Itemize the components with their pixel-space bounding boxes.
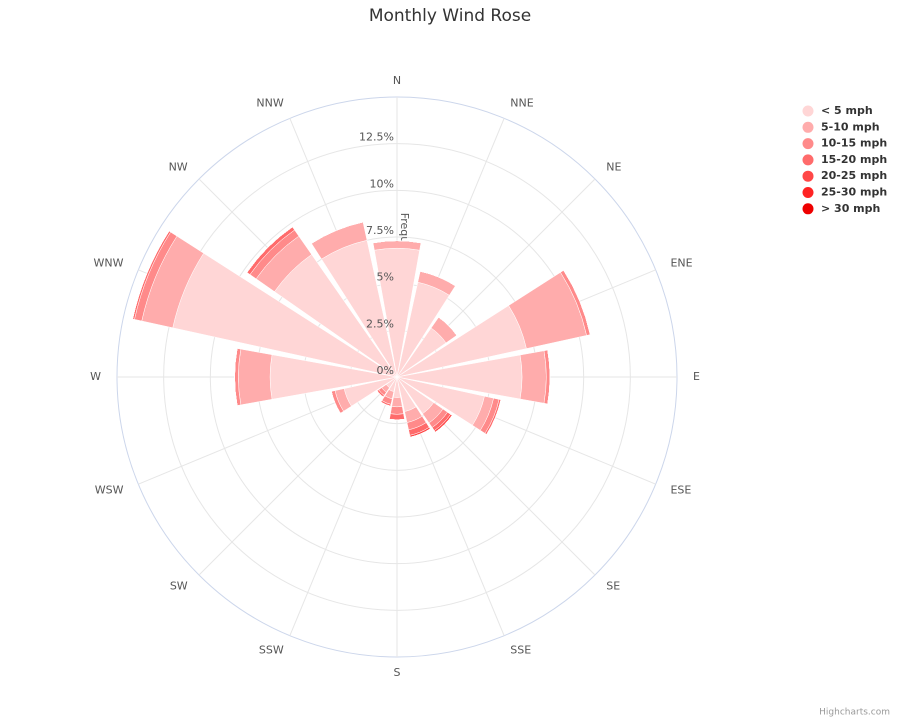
wind-bar xyxy=(331,391,341,414)
y-tick-label: 10% xyxy=(370,177,394,190)
x-tick-label: S xyxy=(394,666,401,679)
wind-bar xyxy=(372,240,422,244)
legend-marker xyxy=(802,121,814,133)
wind-bar xyxy=(389,413,405,421)
wind-bar xyxy=(389,419,405,421)
x-tick-label: E xyxy=(693,370,700,383)
x-tick-label: NE xyxy=(606,161,621,174)
x-tick-label: SW xyxy=(170,579,188,592)
wind-bar xyxy=(563,270,591,335)
x-tick-label: SE xyxy=(606,579,620,592)
legend-item[interactable]: 15-20 mph xyxy=(802,153,888,166)
x-tick-label: ESE xyxy=(670,483,691,496)
x-tick-label: N xyxy=(393,74,401,87)
legend-item[interactable]: 10-15 mph xyxy=(802,137,888,150)
wind-bar xyxy=(238,348,273,406)
grid-line xyxy=(163,143,631,611)
x-tick-label: W xyxy=(90,370,101,383)
legend-label: 10-15 mph xyxy=(821,137,887,150)
x-tick-label: WSW xyxy=(95,483,124,496)
wind-bar xyxy=(132,230,170,320)
wind-bar xyxy=(380,401,391,407)
wind-bar xyxy=(410,428,431,438)
legend-marker xyxy=(802,170,814,182)
wind-bar xyxy=(519,350,547,404)
legend-label: 25-30 mph xyxy=(821,186,887,199)
legend-label: 20-25 mph xyxy=(821,169,887,182)
x-tick-label: SSW xyxy=(259,643,284,656)
x-tick-label: WNW xyxy=(94,257,124,270)
wind-bar xyxy=(547,350,551,404)
chart-title: Monthly Wind Rose xyxy=(369,6,531,26)
y-tick-label: 2.5% xyxy=(366,317,394,330)
legend-marker xyxy=(802,154,814,166)
legend-label: > 30 mph xyxy=(821,202,880,215)
wind-bar xyxy=(390,406,404,415)
legend-marker xyxy=(802,138,814,150)
y-tick-label: 5% xyxy=(377,271,394,284)
legend-item[interactable]: > 30 mph xyxy=(802,202,881,215)
grid-line xyxy=(209,189,585,565)
legend-marker xyxy=(802,187,814,198)
x-tick-label: NNE xyxy=(510,97,533,110)
legend-item[interactable]: 5-10 mph xyxy=(802,120,880,133)
wind-bar xyxy=(435,415,453,433)
legend-item[interactable]: 25-30 mph xyxy=(802,186,888,199)
y-tick-label: 7.5% xyxy=(366,224,394,237)
wind-bar xyxy=(311,221,364,244)
legend-item[interactable]: < 5 mph xyxy=(802,104,873,117)
wind-bar xyxy=(246,226,293,273)
legend-marker xyxy=(802,203,814,215)
legend-label: < 5 mph xyxy=(821,104,873,117)
wind-bar xyxy=(420,271,456,287)
wind-bar xyxy=(438,317,457,336)
y-tick-label: 0% xyxy=(377,364,394,377)
x-tick-label: NW xyxy=(169,161,188,174)
x-tick-label: NNW xyxy=(256,97,283,110)
credits[interactable]: Highcharts.com xyxy=(819,708,890,718)
legend-label: 15-20 mph xyxy=(821,153,887,166)
legend-label: 5-10 mph xyxy=(821,120,880,133)
wind-bar xyxy=(486,399,502,435)
y-tick-label: 12.5% xyxy=(359,131,394,144)
wind-bar xyxy=(376,390,384,398)
wind-bar xyxy=(391,396,403,408)
wind-bar xyxy=(234,348,238,406)
legend-marker xyxy=(802,105,814,117)
x-tick-label: SSE xyxy=(510,643,531,656)
legend-item[interactable]: 20-25 mph xyxy=(802,169,888,182)
x-tick-label: ENE xyxy=(670,257,692,270)
